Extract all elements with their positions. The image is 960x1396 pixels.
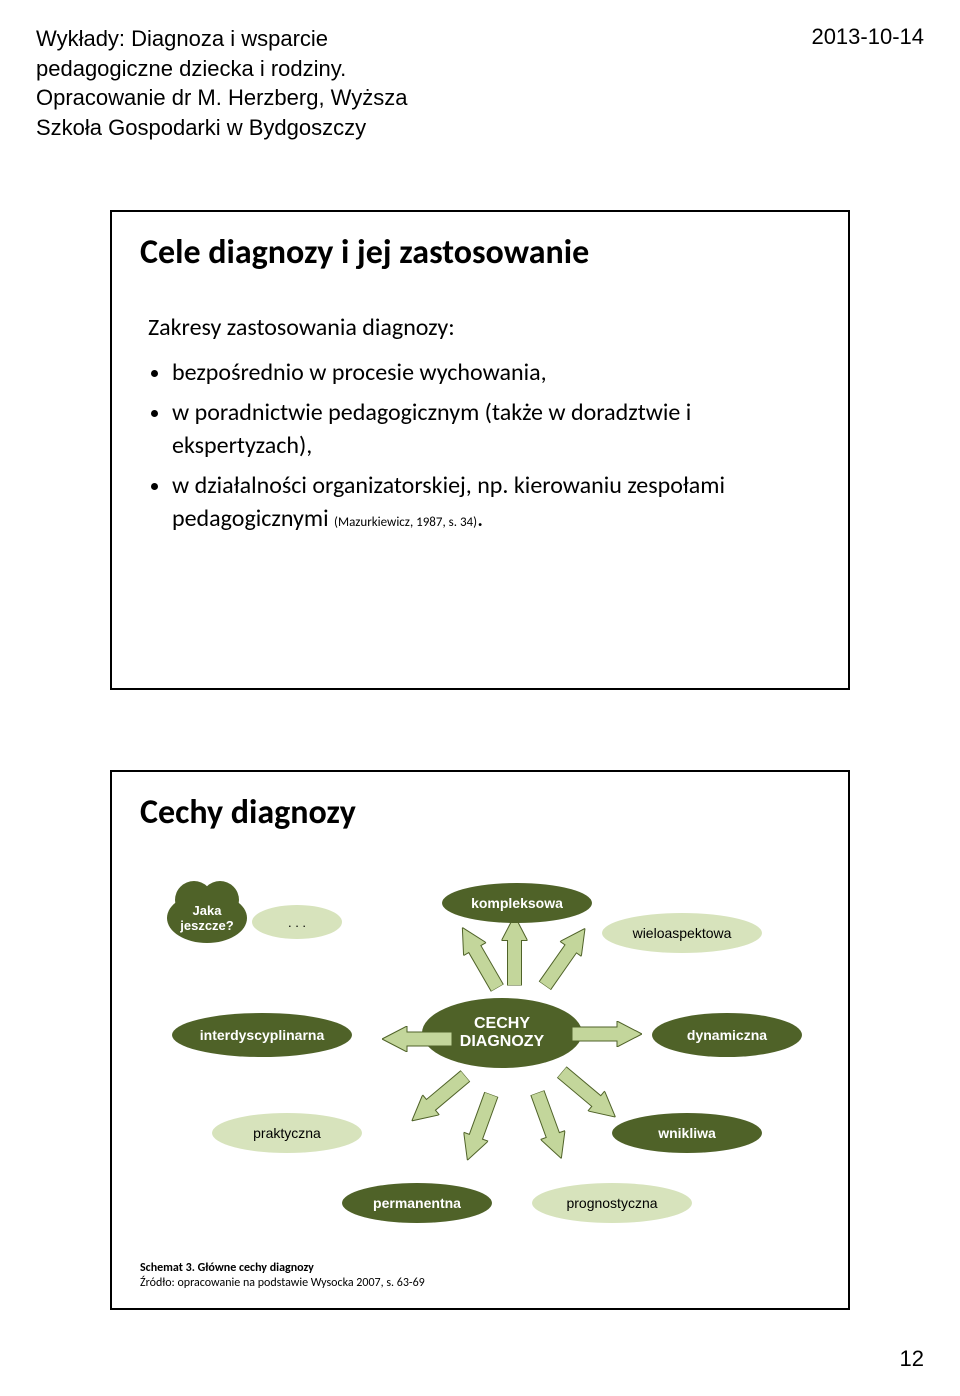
slide2-caption: Schemat 3. Główne cechy diagnozy Źródło:… — [140, 1261, 425, 1292]
header-line3: Opracowanie dr M. Herzberg, Wyższa — [36, 83, 407, 113]
cloud-line1: Jaka — [193, 903, 222, 918]
slide1-bullet-3: w działalności organizatorskiej, np. kie… — [172, 469, 812, 536]
arrow-2 — [534, 921, 600, 996]
slide1-bullets: bezpośrednio w procesie wychowania, w po… — [112, 356, 848, 536]
slide1-bullet-3-dot: . — [477, 504, 483, 533]
node-prognostyczna: prognostyczna — [532, 1183, 692, 1223]
slide2-title: Cechy diagnozy — [112, 772, 848, 843]
cloud-line2: jeszcze? — [180, 918, 233, 933]
cloud-jaka-jeszcze: Jaka jeszcze? — [167, 893, 247, 943]
node-kompleksowa: kompleksowa — [442, 883, 592, 923]
arrow-3 — [382, 1021, 452, 1052]
slide1-subtitle: Zakresy zastosowania diagnozy: — [112, 283, 848, 352]
arrow-1 — [502, 916, 533, 986]
header-date: 2013-10-14 — [811, 24, 924, 50]
node-dynamiczna: dynamiczna — [652, 1013, 802, 1057]
node-permanentna: permanentna — [342, 1183, 492, 1223]
header-line1: Wykłady: Diagnoza i wsparcie — [36, 24, 407, 54]
header-line2: pedagogiczne dziecka i rodziny. — [36, 54, 407, 84]
arrow-4 — [572, 1021, 642, 1052]
slide2-diagram: Jaka jeszcze? CECHYDIAGNOZY. . .kompleks… — [112, 843, 848, 1263]
slide-1: Cele diagnozy i jej zastosowanie Zakresy… — [110, 210, 850, 690]
node-praktyczna: praktyczna — [212, 1113, 362, 1153]
slide1-title: Cele diagnozy i jej zastosowanie — [112, 212, 848, 283]
slide1-bullet-2: w poradnictwie pedagogicznym (także w do… — [172, 396, 812, 463]
slide2-caption-bold: Schemat 3. Główne cechy diagnozy — [140, 1261, 314, 1275]
header-left: Wykłady: Diagnoza i wsparcie pedagogiczn… — [36, 24, 407, 143]
header-line4: Szkoła Gospodarki w Bydgoszczy — [36, 113, 407, 143]
slide1-bullet-3-cite: (Mazurkiewicz, 1987, s. 34) — [334, 515, 477, 530]
page-number: 12 — [900, 1346, 924, 1372]
node-wieloaspektowa: wieloaspektowa — [602, 913, 762, 953]
node-wnikliwa: wnikliwa — [612, 1113, 762, 1153]
slide1-bullet-1: bezpośrednio w procesie wychowania, — [172, 356, 812, 390]
node-ellipsis: . . . — [252, 905, 342, 939]
arrow-8 — [520, 1088, 573, 1164]
arrow-7 — [450, 1088, 503, 1164]
slide2-caption-src: Źródło: opracowanie na podstawie Wysocka… — [140, 1276, 425, 1290]
slide-2: Cechy diagnozy Jaka jeszcze? CECHYDIAGNO… — [110, 770, 850, 1310]
node-interdyscyplinarna: interdyscyplinarna — [172, 1013, 352, 1057]
